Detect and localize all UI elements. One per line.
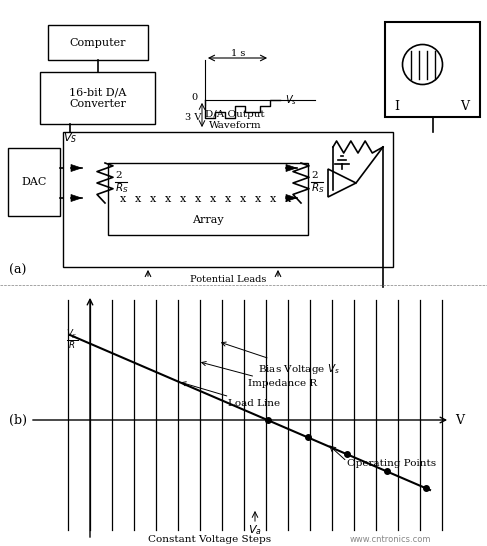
Text: Constant Voltage Steps: Constant Voltage Steps	[149, 536, 272, 544]
FancyBboxPatch shape	[8, 148, 60, 216]
Text: 0: 0	[191, 92, 197, 102]
Text: $V_s$: $V_s$	[285, 93, 297, 107]
Text: Array: Array	[192, 215, 224, 225]
Text: x: x	[195, 194, 201, 204]
Text: x: x	[135, 194, 141, 204]
Text: x: x	[240, 194, 246, 204]
Text: x: x	[180, 194, 186, 204]
Text: Computer: Computer	[70, 38, 126, 48]
FancyBboxPatch shape	[108, 163, 308, 235]
Text: x: x	[210, 194, 216, 204]
Text: $V_S$: $V_S$	[63, 131, 77, 145]
Text: (a): (a)	[9, 264, 27, 276]
Text: Operating Points: Operating Points	[347, 459, 436, 468]
FancyBboxPatch shape	[385, 22, 480, 117]
Text: I: I	[394, 100, 399, 114]
Polygon shape	[71, 164, 81, 171]
Text: x: x	[255, 194, 261, 204]
Text: www.cntronics.com: www.cntronics.com	[349, 536, 431, 544]
Text: $R_S$: $R_S$	[311, 181, 324, 195]
Text: V: V	[461, 100, 469, 114]
Text: 1 s: 1 s	[231, 49, 245, 57]
Text: $R_S$: $R_S$	[115, 181, 129, 195]
Text: $V_a$: $V_a$	[248, 523, 262, 537]
Text: 16-bit D/A
Converter: 16-bit D/A Converter	[69, 87, 126, 109]
Text: 2: 2	[311, 170, 318, 180]
Polygon shape	[286, 164, 297, 171]
Text: $\frac{V_S}{R}$: $\frac{V_S}{R}$	[66, 328, 78, 352]
Text: V: V	[455, 413, 464, 426]
FancyBboxPatch shape	[48, 25, 148, 60]
FancyBboxPatch shape	[40, 72, 155, 124]
Text: D/A Output
Waveform: D/A Output Waveform	[205, 110, 265, 130]
Polygon shape	[71, 194, 81, 201]
Text: x: x	[270, 194, 276, 204]
Text: x: x	[120, 194, 126, 204]
Text: Bias Voltage $V_s$: Bias Voltage $V_s$	[222, 342, 340, 376]
Text: DAC: DAC	[21, 177, 47, 187]
Text: Load Line: Load Line	[182, 382, 280, 408]
Text: x: x	[165, 194, 171, 204]
Text: Potential Leads: Potential Leads	[190, 275, 266, 283]
Text: x: x	[225, 194, 231, 204]
Text: 2: 2	[115, 170, 122, 180]
Text: (b): (b)	[9, 413, 27, 426]
Text: Impedance R: Impedance R	[202, 361, 317, 389]
Polygon shape	[286, 194, 297, 201]
Text: x: x	[150, 194, 156, 204]
Text: x: x	[285, 194, 291, 204]
Text: 3 V: 3 V	[185, 114, 201, 122]
FancyBboxPatch shape	[63, 132, 393, 267]
